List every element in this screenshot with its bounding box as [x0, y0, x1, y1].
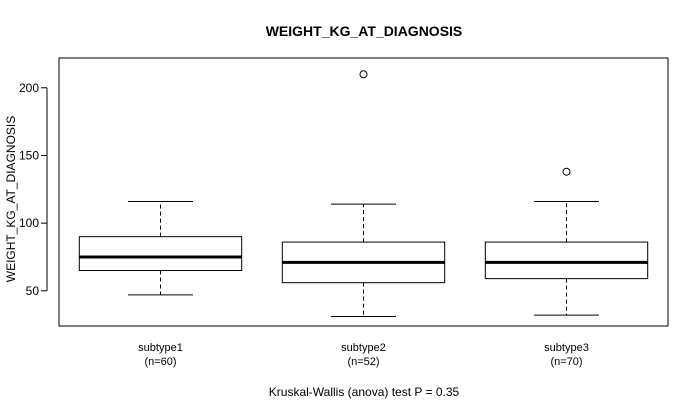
category-label: subtype3 [544, 342, 589, 354]
y-axis-label: WEIGHT_KG_AT_DIAGNOSIS [4, 116, 18, 282]
boxes-layer [78, 70, 649, 318]
box-subtype3 [484, 167, 649, 316]
category-label: subtype2 [341, 342, 386, 354]
x-axis-labels: subtype1 (n=60) subtype2 (n=52) subtype3 (n=7… [138, 342, 589, 368]
y-tick-label: 100 [19, 216, 39, 230]
y-tick-label: 150 [19, 148, 39, 162]
category-count-label: (n=60) [144, 356, 176, 368]
category-count-label: (n=70) [550, 356, 582, 368]
category-label: subtype1 [138, 342, 183, 354]
iqr-box [484, 241, 649, 280]
box-subtype2 [281, 70, 446, 318]
plot-frame [58, 57, 669, 327]
y-axis: 50 100 150 200 [19, 81, 48, 298]
category-count-label: (n=52) [347, 356, 379, 368]
y-tick-label: 200 [19, 81, 39, 95]
iqr-box [78, 236, 243, 272]
chart-title: WEIGHT_KG_AT_DIAGNOSIS [266, 23, 463, 39]
outlier-point [359, 70, 368, 79]
outlier-point [562, 167, 571, 176]
box-subtype1 [78, 200, 243, 296]
y-tick-label: 50 [26, 284, 40, 298]
test-footnote: Kruskal-Wallis (anova) test P = 0.35 [269, 385, 460, 399]
